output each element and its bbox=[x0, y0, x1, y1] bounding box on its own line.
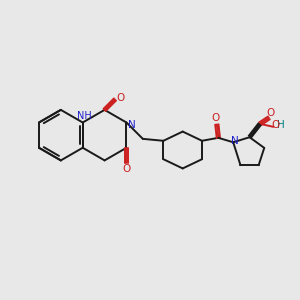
Text: H: H bbox=[277, 120, 285, 130]
Text: O: O bbox=[116, 93, 124, 103]
Text: O: O bbox=[272, 120, 280, 130]
Text: N: N bbox=[231, 136, 239, 146]
Text: O: O bbox=[266, 108, 275, 118]
Text: NH: NH bbox=[77, 111, 92, 121]
Text: N: N bbox=[128, 121, 136, 130]
Text: O: O bbox=[122, 164, 130, 174]
Text: O: O bbox=[211, 113, 220, 123]
